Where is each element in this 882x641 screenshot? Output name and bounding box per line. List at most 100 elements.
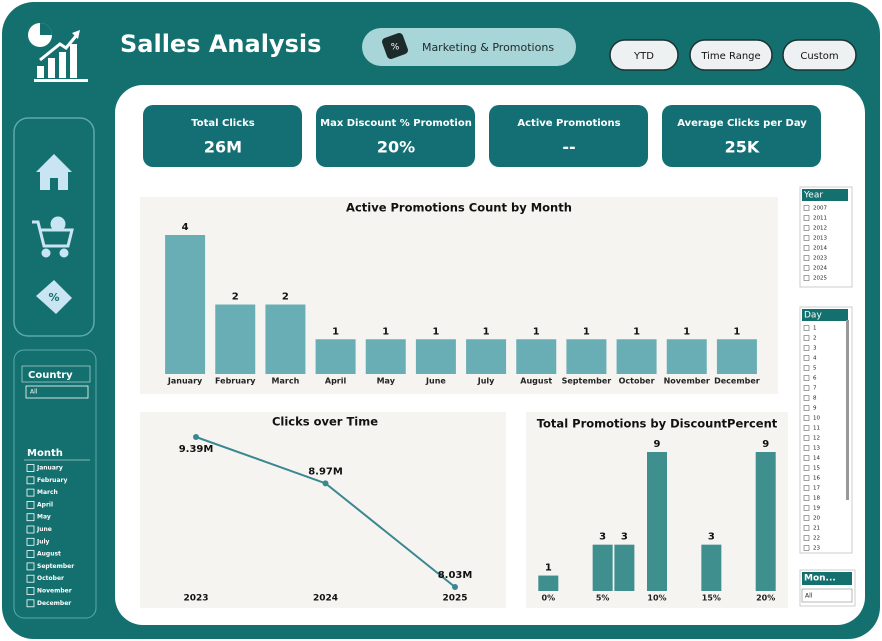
data-label: 3	[708, 532, 715, 543]
title: Salles Analysis	[120, 30, 321, 58]
slicer-item: December	[37, 600, 71, 607]
data-label: 3	[621, 532, 628, 543]
slicer-item: 9	[813, 406, 817, 412]
slicer-item: July	[36, 538, 50, 545]
button[interactable]	[609, 39, 679, 71]
checkbox[interactable]	[26, 488, 35, 497]
slicer-item: 2011	[813, 216, 827, 222]
checkbox[interactable]	[26, 550, 35, 558]
checkbox[interactable]	[26, 513, 35, 522]
checkbox[interactable]	[803, 455, 810, 461]
button-label: Custom	[800, 51, 838, 62]
slicer-item: 10	[813, 416, 820, 422]
slicer-item: 11	[813, 426, 820, 432]
checkbox[interactable]	[26, 574, 35, 583]
kpi-label: Average Clicks per Day	[677, 118, 807, 129]
x-tick-label: August	[520, 377, 552, 386]
checkbox[interactable]	[803, 465, 810, 471]
slicer-item: 2007	[813, 206, 827, 212]
dropdown[interactable]	[25, 385, 89, 399]
checkbox[interactable]	[803, 255, 810, 261]
bar	[516, 339, 557, 374]
checkbox[interactable]	[803, 205, 810, 211]
kpi-label: Total Clicks	[191, 118, 255, 129]
slicer-item: 15	[813, 466, 820, 472]
slicer-title: Mon...	[804, 574, 836, 584]
slicer-item: 22	[813, 536, 820, 542]
checkbox[interactable]	[26, 599, 35, 608]
button[interactable]	[782, 39, 857, 71]
checkbox[interactable]	[803, 325, 810, 331]
button[interactable]	[689, 39, 773, 71]
checkbox[interactable]	[803, 345, 810, 351]
x-tick-label: October	[619, 377, 655, 386]
checkbox[interactable]	[803, 395, 810, 401]
checkbox[interactable]	[803, 525, 810, 531]
checkbox[interactable]	[26, 537, 35, 546]
slicer-header	[802, 309, 848, 321]
data-label: 9	[762, 439, 769, 450]
slicer-item: 16	[813, 476, 820, 482]
chart-panel	[140, 412, 506, 608]
page-button[interactable]	[362, 28, 576, 66]
checkbox[interactable]	[803, 235, 810, 241]
slicer-item: 21	[813, 526, 820, 532]
checkbox[interactable]	[803, 425, 810, 431]
dropdown-value: All	[805, 593, 813, 600]
cart-icon[interactable]	[32, 216, 74, 258]
button-label: Time Range	[700, 51, 760, 62]
checkbox[interactable]	[26, 476, 35, 485]
checkbox[interactable]	[803, 265, 810, 271]
checkbox[interactable]	[26, 525, 35, 534]
checkbox[interactable]	[803, 385, 810, 391]
data-label: 1	[332, 326, 339, 337]
checkbox[interactable]	[803, 485, 810, 491]
checkbox[interactable]	[803, 435, 810, 441]
home-icon[interactable]	[36, 154, 72, 190]
dropdown[interactable]	[801, 588, 853, 603]
checkbox[interactable]	[803, 515, 810, 521]
slicer-item: 2014	[813, 246, 827, 252]
checkbox[interactable]	[803, 415, 810, 421]
slicer-item: 20	[813, 516, 820, 522]
bar	[215, 304, 256, 374]
data-label: 2	[232, 292, 239, 303]
checkbox[interactable]	[803, 245, 810, 251]
checkbox[interactable]	[803, 535, 810, 541]
kpi-value: 26M	[204, 138, 242, 157]
data-label: 1	[382, 326, 389, 337]
bar	[566, 339, 607, 374]
checkbox[interactable]	[803, 365, 810, 371]
checkbox[interactable]	[803, 335, 810, 341]
bar	[592, 544, 613, 591]
checkbox[interactable]	[803, 505, 810, 511]
kpi-label: Max Discount % Promotion	[320, 118, 472, 129]
x-tick-label: 0%	[542, 594, 556, 603]
slicer-title: Day	[804, 311, 822, 321]
kpi-value: 20%	[377, 138, 415, 157]
slicer-item: August	[37, 551, 61, 558]
x-tick-label: 2024	[313, 594, 338, 604]
checkbox[interactable]	[803, 355, 810, 361]
x-tick-label: November	[664, 377, 710, 386]
slicer-item: 4	[813, 356, 817, 362]
checkbox[interactable]	[803, 225, 810, 231]
checkbox[interactable]	[803, 475, 810, 481]
checkbox[interactable]	[26, 464, 35, 472]
checkbox[interactable]	[26, 587, 35, 595]
slicer-item: 2012	[813, 226, 827, 232]
scrollbar	[846, 320, 849, 500]
checkbox[interactable]	[803, 215, 810, 221]
discount-icon[interactable]: %	[36, 280, 72, 314]
checkbox[interactable]	[803, 545, 810, 551]
slicer-header	[802, 189, 848, 201]
checkbox[interactable]	[803, 405, 810, 411]
slicer-item: 18	[813, 496, 820, 502]
checkbox[interactable]	[803, 275, 810, 281]
checkbox[interactable]	[803, 375, 810, 381]
bar	[165, 235, 206, 374]
checkbox[interactable]	[803, 495, 810, 501]
checkbox[interactable]	[803, 445, 810, 451]
checkbox[interactable]	[26, 500, 35, 509]
checkbox[interactable]	[26, 562, 35, 571]
